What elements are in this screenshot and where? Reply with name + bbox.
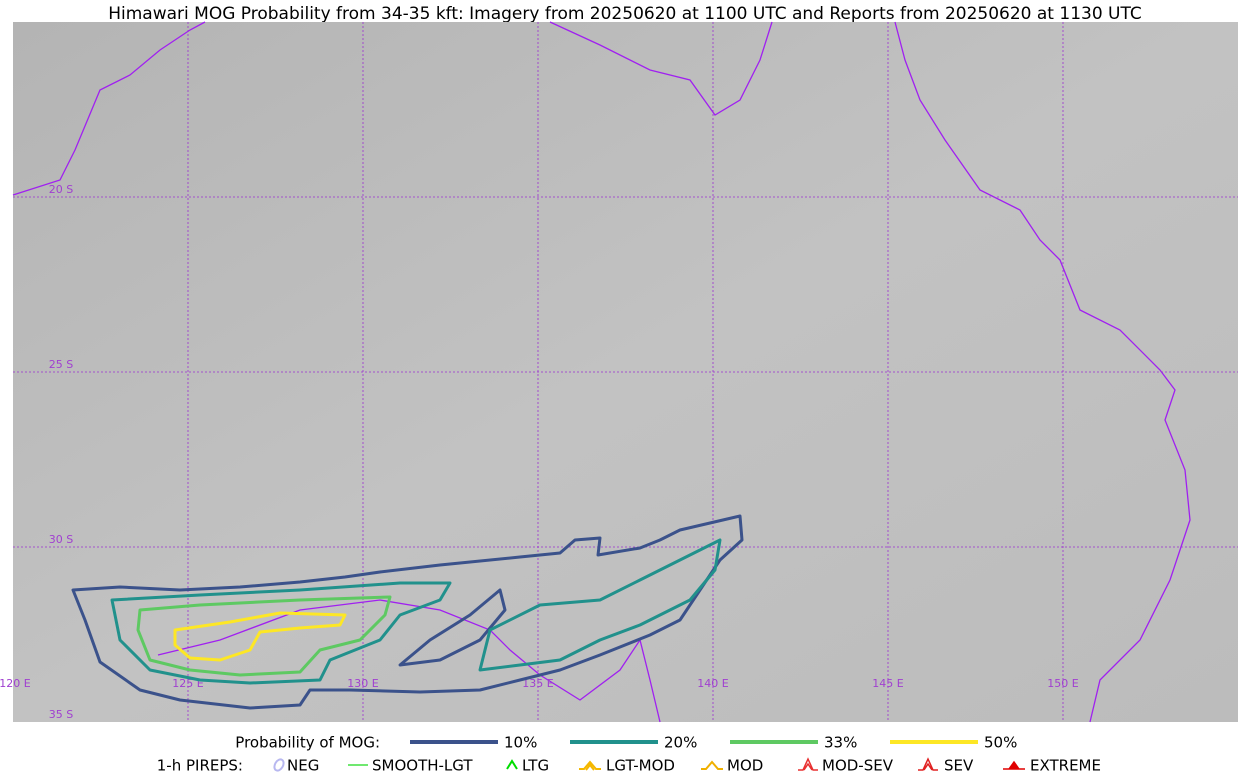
legend-label: 10% — [504, 734, 537, 752]
pirep-symbol — [918, 757, 938, 771]
legend-label: 50% — [984, 734, 1017, 752]
legend-label: LTG — [522, 757, 549, 775]
pirep-symbol — [1003, 760, 1025, 770]
pirep-symbol — [579, 760, 601, 771]
latitude-label: 25 S — [49, 358, 73, 371]
legend-label: EXTREME — [1030, 757, 1101, 775]
map: 120 E 125 E 130 E 135 E 140 E 145 E 150 E20 S2… — [0, 21, 1238, 723]
longitude-label: 140 E — [697, 677, 728, 690]
title: Himawari MOG Probability from 34-35 kft:… — [108, 4, 1142, 24]
pirep-symbol — [701, 760, 723, 770]
contour-20 — [478, 538, 722, 672]
legend-label: LGT-MOD — [606, 757, 675, 775]
longitude-label: 130 E — [347, 677, 378, 690]
graticule: 120 E 125 E 130 E 135 E 140 E 145 E 150 E20 S2… — [0, 22, 1238, 722]
contour-10 — [398, 588, 507, 667]
coastline — [894, 21, 1191, 723]
legend-label: MOD-SEV — [822, 757, 894, 775]
latitude-label: 35 S — [49, 708, 73, 721]
legend-label: SEV — [944, 757, 974, 775]
contour-20 — [110, 581, 452, 685]
legend-label: 33% — [824, 734, 857, 752]
longitude-label: 145 E — [872, 677, 903, 690]
latitude-label: 20 S — [49, 183, 73, 196]
legend-label: NEG — [287, 757, 319, 775]
legend: Probability of MOG: 10% 20% 33% 50% 1-h PIREP… — [157, 734, 1101, 775]
legend-label: MOD — [727, 757, 763, 775]
pirep-symbol — [506, 759, 518, 770]
legend-title: Probability of MOG: — [235, 734, 380, 752]
legend-title: 1-h PIREPS: — [157, 757, 243, 775]
pirep-symbol — [273, 758, 285, 772]
coastline — [549, 21, 773, 116]
contour-33 — [136, 595, 392, 677]
latitude-label: 30 S — [49, 533, 73, 546]
longitude-label: 120 E — [0, 677, 31, 690]
contour-10 — [71, 514, 744, 710]
legend-label: SMOOTH-LGT — [372, 757, 473, 775]
longitude-label: 150 E — [1047, 677, 1078, 690]
legend-label: 20% — [664, 734, 697, 752]
pirep-symbol — [798, 757, 818, 771]
contour-50 — [173, 611, 347, 662]
longitude-label: 135 E — [522, 677, 553, 690]
coastline — [12, 21, 206, 196]
